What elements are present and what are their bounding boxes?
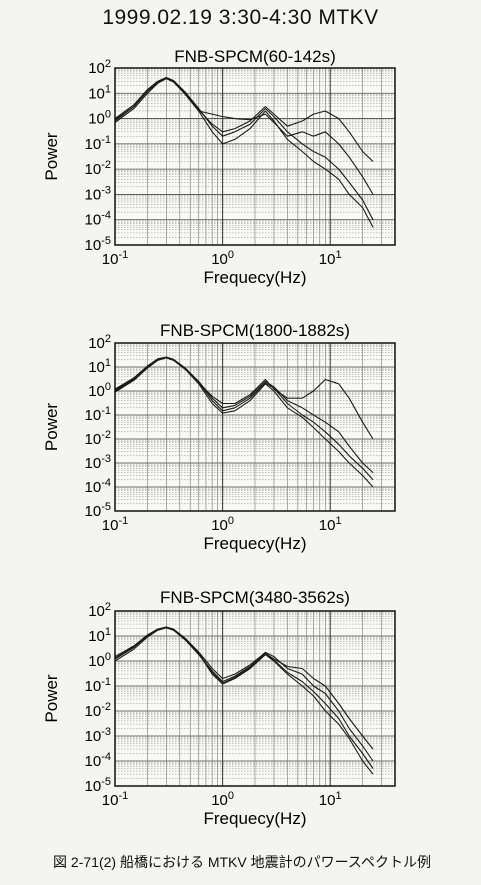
y-tick-label: 10-5 bbox=[85, 235, 111, 254]
x-tick-label: 101 bbox=[319, 515, 342, 534]
x-tick-label: 10-1 bbox=[102, 249, 128, 268]
series-line-4 bbox=[114, 356, 374, 481]
y-axis-label: Power bbox=[42, 132, 61, 181]
y-tick-label: 10-4 bbox=[85, 477, 111, 496]
y-tick-label: 10-3 bbox=[85, 726, 111, 745]
x-axis-label: Frequecy(Hz) bbox=[204, 534, 307, 553]
x-tick-label: 101 bbox=[319, 249, 342, 268]
figure-caption: 図 2-71(2) 船橋における MTKV 地震計のパワースペクトル例 bbox=[53, 854, 431, 870]
figure-title: 1999.02.19 3:30-4:30 MTKV bbox=[102, 6, 379, 29]
y-tick-label: 10-2 bbox=[85, 159, 111, 178]
y-tick-label: 101 bbox=[88, 626, 111, 645]
y-axis-label: Power bbox=[42, 674, 61, 723]
series-line-3 bbox=[114, 357, 374, 440]
y-tick-label: 10-5 bbox=[85, 776, 111, 795]
plot-frame bbox=[114, 67, 396, 246]
y-tick-label: 10-2 bbox=[85, 701, 111, 720]
y-tick-label: 10-3 bbox=[85, 184, 111, 203]
y-tick-label: 101 bbox=[88, 357, 111, 376]
x-axis-label: Frequecy(Hz) bbox=[204, 268, 307, 287]
y-tick-label: 101 bbox=[88, 83, 111, 102]
y-tick-label: 10-3 bbox=[85, 453, 111, 472]
x-axis-label: Frequecy(Hz) bbox=[204, 809, 307, 828]
x-tick-label: 100 bbox=[211, 790, 234, 809]
y-tick-label: 10-2 bbox=[85, 429, 111, 448]
y-tick-label: 10-5 bbox=[85, 501, 111, 520]
series-line-3 bbox=[114, 78, 374, 195]
plot-frame bbox=[114, 610, 396, 787]
y-tick-label: 10-1 bbox=[85, 405, 111, 424]
series-line-2 bbox=[114, 76, 374, 220]
chart-panel-3: FNB-SPCM(3480-3562s) 102 101 100 10-1 10-2 10-… bbox=[42, 588, 396, 828]
x-tick-label: 10-1 bbox=[102, 515, 128, 534]
y-tick-label: 10-4 bbox=[85, 751, 111, 770]
series-line-3 bbox=[114, 627, 374, 750]
y-tick-label: 100 bbox=[88, 109, 111, 128]
x-tick-label: 100 bbox=[211, 515, 234, 534]
y-tick-label: 102 bbox=[88, 333, 111, 352]
y-tick-label: 10-1 bbox=[85, 676, 111, 695]
chart-title-3: FNB-SPCM(3480-3562s) bbox=[160, 588, 350, 607]
chart-panel-1: FNB-SPCM(60-142s) 102 101 100 10-1 10-2 10-3 10… bbox=[42, 47, 396, 287]
series-line-4 bbox=[114, 626, 374, 769]
x-tick-label: 101 bbox=[319, 790, 342, 809]
y-tick-label: 100 bbox=[88, 651, 111, 670]
x-tick-label: 10-1 bbox=[102, 790, 128, 809]
y-tick-label: 10-1 bbox=[85, 134, 111, 153]
y-tick-label: 10-4 bbox=[85, 210, 111, 229]
plot-frame bbox=[114, 342, 396, 512]
chart-panel-2: FNB-SPCM(1800-1882s) 102 101 100 10-1 10-2 10-… bbox=[42, 321, 396, 553]
chart-title-2: FNB-SPCM(1800-1882s) bbox=[160, 321, 350, 340]
x-tick-label: 100 bbox=[211, 249, 234, 268]
y-axis-label: Power bbox=[42, 403, 61, 452]
y-tick-label: 102 bbox=[88, 58, 111, 77]
y-tick-label: 102 bbox=[88, 601, 111, 620]
chart-title-1: FNB-SPCM(60-142s) bbox=[174, 47, 336, 66]
y-tick-label: 100 bbox=[88, 381, 111, 400]
series-line-4 bbox=[114, 77, 374, 162]
